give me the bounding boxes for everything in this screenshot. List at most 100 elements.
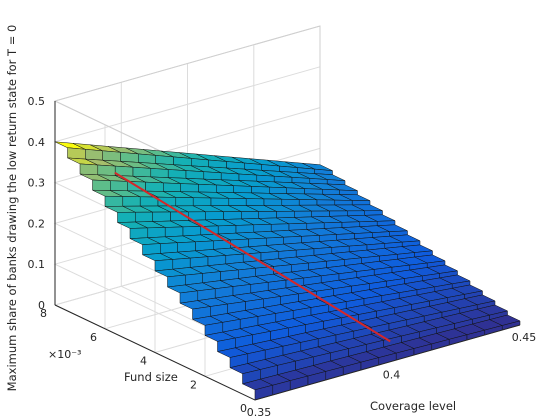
surface-riser — [164, 226, 184, 238]
surface-riser — [92, 179, 111, 191]
z-tick-label: 0.1 — [28, 258, 46, 271]
surface-riser — [256, 174, 275, 183]
y-tick-label: 4 — [140, 355, 147, 368]
surface-riser — [339, 189, 358, 196]
surface-riser — [216, 184, 234, 193]
surface-riser — [258, 211, 277, 219]
surface-riser — [145, 181, 164, 192]
surface-riser — [217, 225, 237, 235]
surface-riser — [191, 158, 209, 168]
surface-riser — [276, 210, 295, 219]
surface-riser — [270, 223, 290, 232]
z-tick-label: 0 — [38, 299, 45, 312]
y-tick-label: 0 — [240, 402, 247, 415]
surface-riser — [334, 199, 353, 206]
surface-riser — [311, 210, 330, 218]
surface-riser — [210, 197, 230, 206]
tick-labels: 0 0.1 0.2 0.3 0.4 0.5 0 2 4 6 8 0.35 0.4 0.45 — [28, 95, 537, 417]
surface-riser — [117, 211, 136, 223]
surface-riser — [147, 227, 166, 238]
surface-riser — [155, 155, 174, 165]
surface-riser — [163, 182, 181, 192]
surface-riser — [122, 196, 141, 207]
surface-riser — [263, 198, 283, 206]
red-line-layer — [114, 171, 391, 343]
surface-riser — [322, 189, 340, 195]
surface-riser — [223, 211, 242, 220]
surface-riser — [67, 147, 86, 160]
surface-riser — [195, 240, 214, 252]
z-tick-label: 0.4 — [28, 136, 46, 149]
x-tick-label: 0.45 — [512, 331, 537, 344]
surface-riser — [294, 210, 312, 218]
surface-riser — [180, 183, 199, 193]
surface-riser — [198, 184, 217, 193]
surface-riser — [132, 166, 152, 178]
surface-riser — [273, 175, 293, 183]
surface-riser — [120, 152, 139, 163]
surface-riser — [245, 198, 265, 206]
x-tick-label: 0.4 — [383, 369, 401, 382]
y-exponent-label: ×10⁻³ — [48, 348, 81, 361]
surface-patches — [54, 141, 521, 401]
surface-riser — [173, 156, 192, 167]
surface-riser — [85, 149, 103, 161]
surface-riser — [167, 169, 187, 179]
x-tick-label: 0.35 — [247, 406, 272, 417]
axis-line — [54, 304, 521, 401]
surface-riser — [241, 211, 259, 220]
surface-riser — [347, 210, 365, 217]
surface-riser — [288, 223, 308, 231]
surface-riser — [142, 243, 161, 256]
surface-riser — [251, 186, 270, 194]
surface-riser — [238, 173, 258, 182]
z-tick-label: 0.5 — [28, 95, 46, 108]
surface-riser — [177, 241, 196, 253]
y-axis-label: Fund size — [124, 370, 178, 384]
surface-riser — [351, 200, 371, 206]
surface-riser — [175, 197, 194, 207]
surface-riser — [154, 259, 174, 272]
surface-riser — [364, 210, 383, 216]
z-axis-label: Maximum share of banks drawing the low r… — [5, 25, 19, 392]
grid-box-edge — [54, 25, 321, 230]
axis-lines — [54, 101, 521, 401]
surface-riser — [316, 199, 336, 206]
surface-riser — [203, 171, 222, 181]
surface-riser — [205, 211, 224, 221]
surface-riser — [281, 198, 300, 206]
surface-riser — [329, 210, 348, 217]
surface-riser — [129, 227, 149, 239]
z-tick-label: 0.3 — [28, 177, 46, 190]
surface-riser — [286, 187, 305, 195]
red-line — [114, 171, 391, 343]
surface-riser — [104, 195, 124, 207]
surface-riser — [230, 238, 249, 249]
surface-riser — [79, 163, 99, 176]
surface-riser — [150, 168, 169, 178]
surface-riser — [269, 186, 287, 194]
surface-riser — [110, 180, 128, 192]
surface-riser — [192, 197, 212, 207]
surface-riser — [291, 177, 311, 184]
x-axis-label: Coverage level — [370, 399, 456, 413]
surface-riser — [228, 198, 247, 206]
y-tick-label: 8 — [40, 307, 47, 320]
surface-riser — [220, 172, 240, 181]
surface-riser — [135, 211, 153, 223]
y-tick-label: 6 — [90, 331, 97, 344]
surface-riser — [97, 164, 116, 176]
surface-riser — [182, 226, 202, 237]
surface-riser — [160, 242, 178, 254]
surface-riser — [233, 185, 252, 194]
surface-riser — [235, 224, 255, 234]
surface-riser — [138, 153, 156, 164]
surface-riser — [152, 211, 171, 222]
z-tick-label: 0.2 — [28, 217, 46, 230]
surface-riser — [253, 224, 272, 233]
surface-riser — [208, 159, 227, 169]
surface-riser — [298, 199, 318, 206]
surface-riser — [185, 170, 205, 180]
surface-riser — [102, 150, 121, 162]
